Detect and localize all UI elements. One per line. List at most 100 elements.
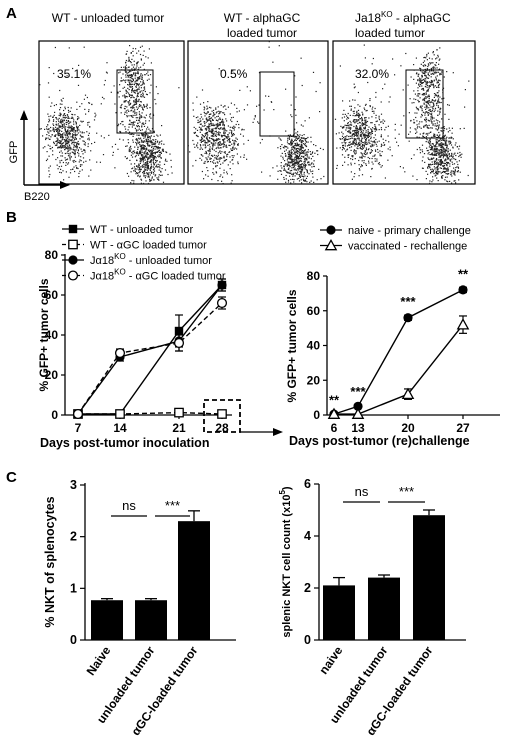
- flow-dot: [344, 156, 346, 158]
- flow-dot: [79, 165, 82, 167]
- flow-dot: [438, 144, 440, 146]
- flow-dot: [299, 152, 301, 154]
- flow-dot: [435, 58, 437, 60]
- flow-dot: [398, 133, 400, 135]
- flow-dot: [129, 83, 131, 85]
- flow-dot: [218, 110, 220, 112]
- flow-dot: [446, 156, 448, 158]
- flow-dot: [363, 160, 365, 162]
- flow-dot: [426, 77, 429, 79]
- flow-dot: [231, 155, 233, 157]
- flow-dot: [444, 136, 446, 138]
- flow-dot: [143, 82, 145, 84]
- flow-dot: [423, 153, 426, 155]
- flow-dot: [357, 144, 359, 146]
- flow-dot: [363, 44, 365, 46]
- flow-dot: [293, 160, 295, 162]
- flow-dot: [431, 84, 433, 86]
- flow-dot: [438, 163, 440, 165]
- flow-dot: [142, 147, 144, 149]
- flow-dot: [347, 130, 350, 132]
- flow-dot: [370, 128, 372, 130]
- flow-dot: [86, 131, 88, 133]
- flow-plot-2: 0.5%: [187, 40, 329, 185]
- flow-dot: [427, 63, 429, 65]
- flow-dot: [46, 134, 48, 136]
- flow-dot: [200, 147, 202, 149]
- flow-dot: [346, 118, 348, 120]
- flow-dot: [231, 132, 233, 134]
- flow-dot: [298, 174, 300, 176]
- flow-dot: [128, 58, 130, 60]
- flow-dot: [46, 158, 49, 160]
- flow-dot: [348, 127, 350, 129]
- flow-dot: [356, 132, 358, 134]
- flow-dot: [69, 110, 71, 112]
- flow-dot: [371, 161, 373, 163]
- flow-dot: [442, 151, 444, 153]
- flow-dot: [146, 169, 148, 171]
- flow-dot: [53, 141, 55, 143]
- flow-dot: [155, 160, 157, 162]
- flow-dot: [238, 123, 240, 126]
- flow-dot: [65, 147, 68, 149]
- flow-dot: [294, 162, 296, 164]
- flow-dot: [61, 103, 63, 105]
- flow-dot: [304, 166, 306, 168]
- flow-dot: [85, 113, 87, 115]
- flow-dot: [284, 160, 286, 162]
- flow-dot: [64, 127, 66, 129]
- flow-dot: [73, 159, 75, 162]
- flow-dot: [156, 166, 158, 168]
- flow-dot: [342, 133, 344, 135]
- flow-dot: [141, 150, 143, 152]
- flow-dot: [428, 120, 430, 122]
- flow-dot: [288, 167, 290, 169]
- flow-dot: [450, 136, 452, 138]
- flow-dot: [74, 135, 76, 137]
- flow-dot: [62, 138, 64, 140]
- flow-dot: [140, 87, 142, 89]
- flow-dot: [62, 161, 64, 164]
- flow-dot: [140, 115, 142, 117]
- flow-dot: [127, 79, 129, 81]
- flow-dot: [142, 96, 144, 98]
- flow-dot: [368, 126, 370, 128]
- flow-dot: [419, 85, 421, 87]
- flow-dot: [211, 147, 213, 149]
- flow-dot: [343, 120, 345, 122]
- flow-dot: [223, 169, 225, 171]
- flow-dot: [134, 156, 136, 158]
- flow-dot: [278, 45, 280, 47]
- flow-dot: [197, 147, 199, 149]
- flow-dot: [57, 168, 59, 170]
- flow-dot: [439, 121, 441, 123]
- series-line: [78, 411, 223, 415]
- flow-dot: [437, 99, 439, 101]
- flow-dot: [426, 84, 428, 86]
- flow-dot: [440, 153, 442, 155]
- flow-dot: [141, 106, 143, 108]
- flow-dot: [437, 110, 439, 112]
- flow-dot: [130, 106, 132, 108]
- flow-dot: [345, 142, 347, 144]
- flow-dot: [421, 108, 423, 110]
- flow-dot: [64, 141, 66, 143]
- flow-dot: [438, 113, 441, 115]
- flow-dot: [360, 126, 362, 128]
- flow-dot: [206, 138, 208, 140]
- flow-dot: [423, 60, 426, 62]
- flow-dot: [299, 159, 301, 161]
- flow-dot: [76, 130, 78, 132]
- flow-dot: [140, 182, 142, 184]
- flow-dot: [211, 118, 214, 121]
- flow-dot: [364, 136, 366, 138]
- flow-dot: [435, 153, 437, 155]
- flow-dot: [149, 169, 151, 172]
- flow-dot: [137, 122, 139, 125]
- flow-dot: [348, 131, 350, 133]
- flow-dot: [425, 119, 427, 121]
- flow-dot: [140, 104, 142, 106]
- flow-dot: [139, 77, 141, 79]
